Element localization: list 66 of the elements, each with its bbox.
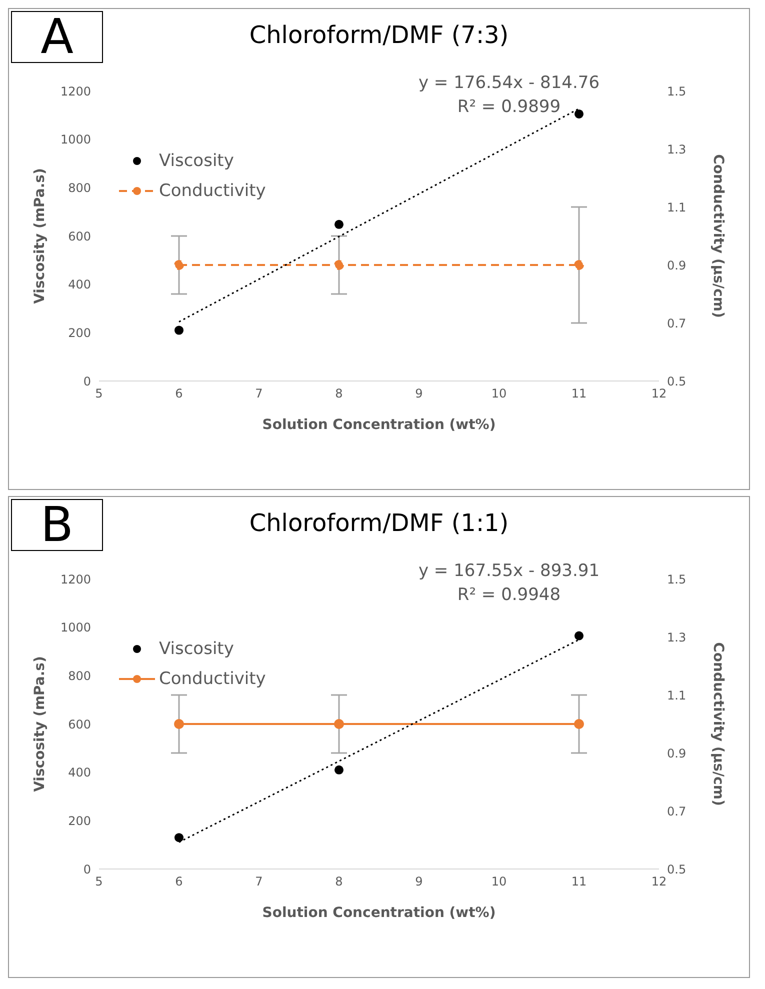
y-tick-label: 400 [68, 278, 91, 292]
x-tick-label: 9 [415, 874, 423, 889]
y-tick-label: 1200 [60, 572, 91, 586]
y-tick-label: 0 [83, 374, 91, 388]
annotation: y = 167.55x - 893.91 [417, 560, 601, 583]
x-tick-label: 12 [651, 386, 667, 401]
x-tick-label: 7 [255, 386, 263, 401]
x-axis-title: Solution Concentration (wt%) [262, 416, 496, 433]
x-tick-label: 5 [95, 386, 103, 401]
x-tick-label: 11 [571, 386, 587, 401]
annotation: R² = 0.9948 [456, 584, 562, 607]
point [174, 833, 184, 842]
y2-tick-label: 0.7 [667, 316, 686, 330]
annotation: R² = 0.9899 [456, 96, 562, 119]
point [174, 326, 184, 335]
y-axis-title: Viscosity (mPa.s) [32, 168, 48, 304]
y2-axis-title: Conductivity (µs/cm) [710, 154, 726, 318]
y-tick-label: 200 [68, 814, 91, 828]
x-tick-label: 5 [95, 874, 103, 889]
text: A [11, 9, 103, 65]
y-tick-label: 400 [68, 766, 91, 780]
chart-title: Chloroform/DMF (7:3) [249, 21, 509, 49]
y2-tick-label: 0.9 [667, 258, 686, 272]
x-tick-label: 8 [335, 386, 343, 401]
y-tick-label: 1200 [60, 84, 91, 98]
legend-label: Conductivity [159, 669, 266, 689]
x-tick-label: 12 [651, 874, 667, 889]
point [334, 765, 344, 774]
x-tick-label: 6 [175, 386, 183, 401]
y2-axis-title: Conductivity (µs/cm) [710, 642, 726, 806]
y2-tick-label: 0.5 [667, 374, 686, 388]
y2-tick-label: 0.7 [667, 804, 686, 818]
point [334, 220, 344, 229]
text: B [11, 497, 103, 553]
chart-title: Chloroform/DMF (1:1) [249, 509, 509, 537]
x-axis-title: Solution Concentration (wt%) [262, 904, 496, 921]
x-tick-label: 6 [175, 874, 183, 889]
point [574, 631, 584, 640]
x-tick-label: 8 [335, 874, 343, 889]
y-tick-label: 200 [68, 326, 91, 340]
legend-label: Viscosity [159, 151, 234, 171]
y2-tick-label: 0.9 [667, 746, 686, 760]
point [574, 109, 584, 118]
y2-tick-label: 1.5 [667, 572, 686, 586]
y-tick-label: 600 [68, 229, 91, 244]
legend-label: Conductivity [159, 181, 266, 201]
y-tick-label: 1000 [60, 132, 91, 147]
x-tick-label: 9 [415, 386, 423, 401]
x-tick-label: 11 [571, 874, 587, 889]
y2-tick-label: 1.5 [667, 84, 686, 98]
x-tick-label: 10 [491, 386, 507, 401]
y2-tick-label: 1.1 [667, 688, 686, 702]
y2-tick-label: 1.3 [667, 630, 686, 644]
y2-tick-label: 1.1 [667, 200, 686, 214]
y-tick-label: 1000 [60, 620, 91, 635]
x-tick-label: 7 [255, 874, 263, 889]
y-axis-title: Viscosity (mPa.s) [32, 656, 48, 792]
y2-tick-label: 0.5 [667, 862, 686, 876]
y-tick-label: 0 [83, 862, 91, 876]
annotation: y = 176.54x - 814.76 [417, 72, 601, 95]
x-tick-label: 10 [491, 874, 507, 889]
y2-tick-label: 1.3 [667, 142, 686, 156]
y-tick-label: 600 [68, 717, 91, 732]
y-tick-label: 800 [68, 668, 91, 683]
legend-label: Viscosity [159, 639, 234, 659]
y-tick-label: 800 [68, 180, 91, 195]
